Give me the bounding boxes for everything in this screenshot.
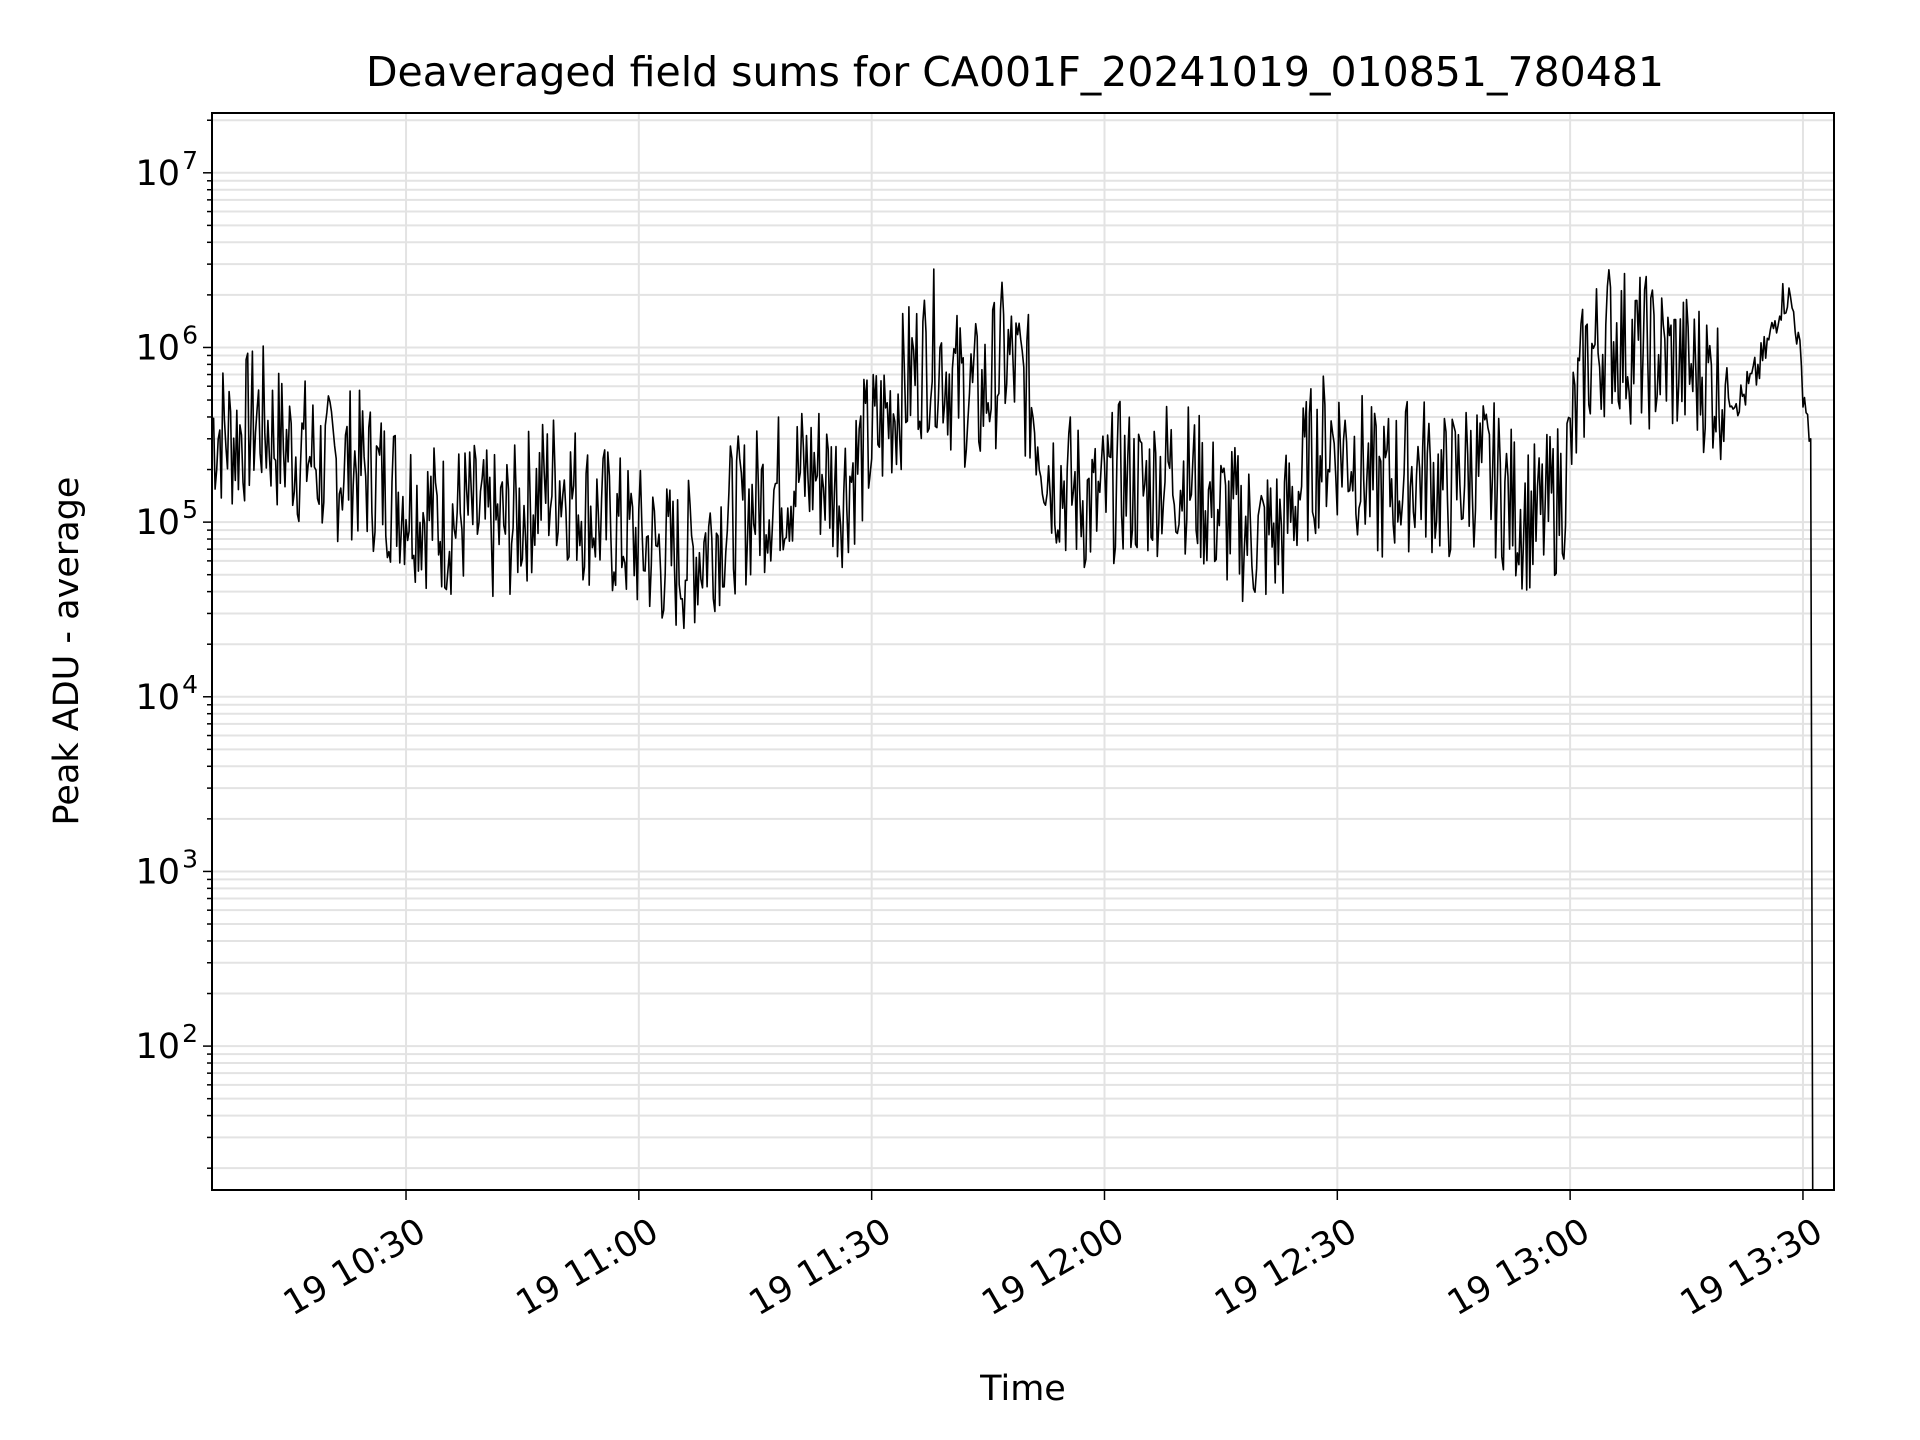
y-tick-label: 10 (135, 154, 180, 194)
x-tick-label: 19 11:30 (743, 1211, 899, 1324)
x-axis: 19 10:30 19 11:00 19 11:30 19 12:00 19 12:30… (277, 1190, 1829, 1324)
y-tick-label-exponent: 4 (182, 670, 198, 699)
x-axis-label: Time (979, 1369, 1066, 1409)
x-tick-label: 19 12:00 (975, 1211, 1131, 1324)
y-tick-label: 10 (135, 1027, 180, 1067)
x-tick-label: 19 10:30 (277, 1211, 433, 1324)
chart-title: Deaveraged field sums for CA001F_2024101… (366, 48, 1664, 96)
y-tick-label-exponent: 2 (182, 1019, 198, 1048)
y-tick-label: 10 (135, 328, 180, 368)
series-line (211, 268, 1814, 1191)
y-tick-label-exponent: 5 (182, 495, 198, 524)
y-tick-label-base: 10 (135, 852, 180, 892)
x-tick-label: 19 11:00 (510, 1211, 666, 1324)
y-tick-label-base: 10 (135, 503, 180, 543)
y-tick-label-exponent: 7 (182, 146, 198, 175)
x-tick-label: 19 12:30 (1208, 1211, 1364, 1324)
y-tick-label-base: 10 (135, 154, 180, 194)
y-axis-label: Peak ADU - average (47, 477, 87, 826)
y-tick-label-exponent: 3 (182, 844, 198, 873)
series-group (211, 268, 1814, 1191)
x-tick-label: 19 13:00 (1441, 1211, 1597, 1324)
y-tick-label-exponent: 6 (182, 320, 198, 349)
x-tick-label: 19 13:30 (1674, 1211, 1830, 1324)
y-tick-label-base: 10 (135, 1027, 180, 1067)
grid-lines (212, 113, 1834, 1190)
y-tick-label: 10 (135, 852, 180, 892)
y-tick-label-base: 10 (135, 328, 180, 368)
plot-area-frame (211, 112, 1835, 1191)
y-tick-label: 10 (135, 503, 180, 543)
y-tick-label-base: 10 (135, 678, 180, 718)
y-tick-label: 10 (135, 678, 180, 718)
